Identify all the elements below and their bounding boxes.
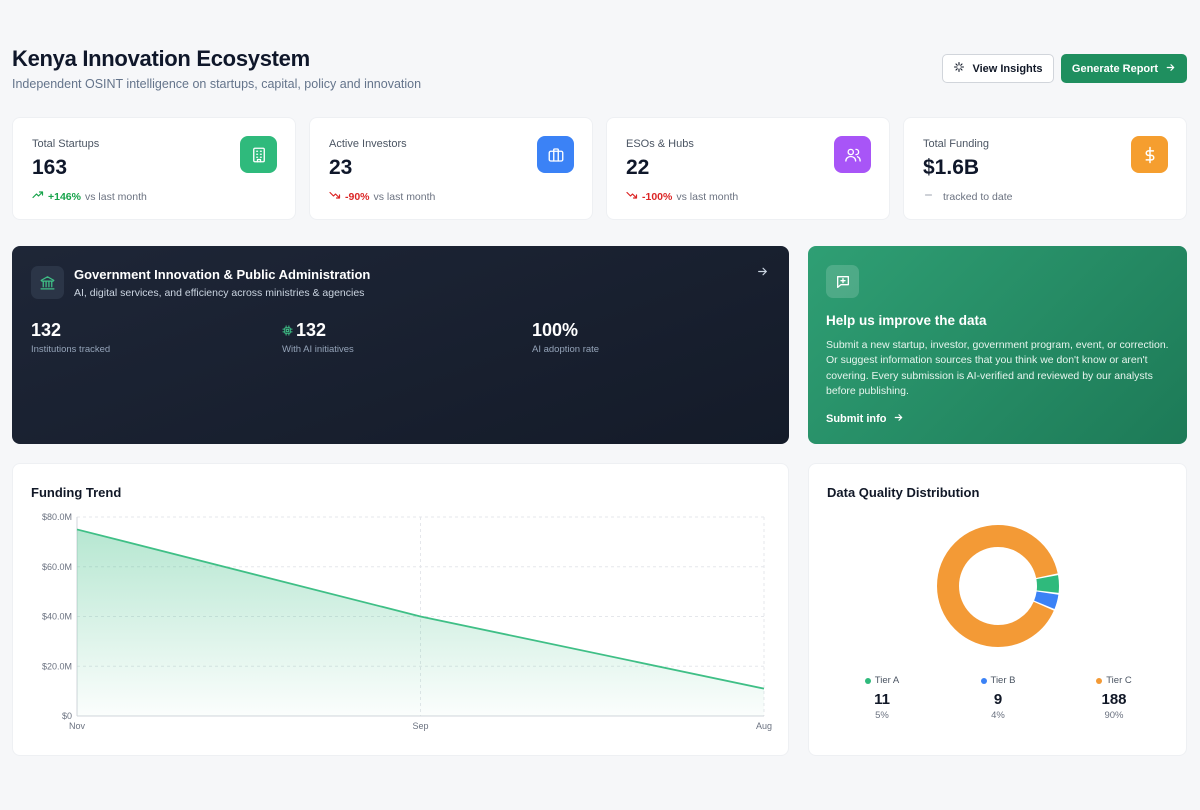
stat-value: $1.6B [923, 156, 980, 179]
legend-count: 188 [1101, 691, 1127, 708]
stat-card-total-funding: Total Funding $1.6B tracked to date [903, 117, 1187, 220]
stat-label: Total Funding [923, 138, 990, 150]
help-card-title: Help us improve the data [826, 313, 987, 328]
legend-pct: 90% [1104, 710, 1124, 721]
arrow-right-icon [1165, 62, 1176, 76]
cpu-icon [282, 320, 293, 341]
stat-card-esos-hubs: ESOs & Hubs 22 -100% vs last month [606, 117, 890, 220]
y-tick-label: $80.0M [42, 512, 72, 522]
stat-change-suffix: tracked to date [943, 190, 1013, 203]
legend-dot [864, 677, 871, 684]
gov-card-subtitle: AI, digital services, and efficiency acr… [74, 287, 365, 299]
gov-stat-ai-initiatives: 132 With AI initiatives [282, 320, 354, 355]
y-tick-label: $60.0M [42, 562, 72, 572]
legend-tier-a: Tier A 11 5% [842, 675, 922, 721]
legend-dot [980, 677, 987, 684]
trend-up-icon [32, 190, 44, 203]
donut-slice [937, 525, 1059, 647]
gov-card-title: Government Innovation & Public Administr… [74, 267, 371, 282]
y-tick-label: $40.0M [42, 612, 72, 622]
page-title: Kenya Innovation Ecosystem [12, 46, 310, 71]
legend-dot [1096, 677, 1103, 684]
gov-stat-value: 132 [31, 320, 62, 340]
submit-info-label: Submit info [826, 413, 887, 425]
building-icon [240, 136, 277, 173]
trend-down-icon [329, 190, 341, 203]
area-fill [77, 529, 764, 716]
legend-count: 9 [993, 691, 1003, 708]
users-icon [834, 136, 871, 173]
stat-change-suffix: vs last month [676, 190, 739, 203]
stat-change-suffix: vs last month [85, 190, 147, 203]
gov-stat-adoption-rate: 100% AI adoption rate [532, 320, 599, 355]
legend-pct: 4% [991, 710, 1005, 721]
stat-change: +146% vs last month [32, 190, 147, 203]
x-tick-label: Sep [412, 721, 428, 731]
legend-tier-c: Tier C 188 90% [1074, 675, 1154, 721]
message-plus-icon [826, 265, 859, 298]
stat-change: -90% vs last month [329, 190, 435, 203]
legend-name: Tier B [990, 675, 1016, 686]
data-quality-title: Data Quality Distribution [827, 485, 980, 500]
stat-card-total-startups: Total Startups 163 +146% vs last month [12, 117, 296, 220]
stat-value: 163 [32, 156, 68, 179]
stat-change-value: -100% [642, 190, 673, 203]
stat-value: 22 [626, 156, 650, 179]
dash-icon [923, 190, 935, 203]
legend-name: Tier A [874, 675, 900, 686]
briefcase-icon [537, 136, 574, 173]
donut-slice [937, 525, 1059, 647]
stat-change: -100% vs last month [626, 190, 738, 203]
stat-label: Active Investors [329, 138, 407, 150]
bank-icon [31, 266, 64, 299]
x-tick-label: Aug [756, 721, 772, 731]
gov-stat-value: 100% [532, 320, 579, 340]
gov-stat-label: AI adoption rate [532, 344, 600, 355]
gov-stat-label: Institutions tracked [31, 344, 111, 355]
view-insights-label: View Insights [972, 62, 1043, 75]
generate-report-label: Generate Report [1071, 62, 1159, 75]
stat-change-value: +146% [48, 190, 81, 203]
government-innovation-card[interactable]: Government Innovation & Public Administr… [12, 246, 789, 444]
arrow-right-icon [893, 412, 904, 426]
gov-stat-institutions: 132 Institutions tracked [31, 320, 110, 355]
page-subtitle: Independent OSINT intelligence on startu… [12, 77, 422, 91]
generate-report-button[interactable]: Generate Report [1061, 54, 1187, 83]
funding-trend-chart: $0 $20.0M $40.0M $60.0M $80.0M Nov Sep Aug [42, 512, 772, 731]
gov-stat-label: With AI initiatives [282, 344, 354, 355]
stat-card-active-investors: Active Investors 23 -90% vs last month [309, 117, 593, 220]
submit-info-link[interactable]: Submit info [826, 412, 904, 426]
stat-change: tracked to date [923, 190, 1012, 203]
stat-label: Total Startups [32, 138, 100, 150]
arrow-right-icon[interactable] [753, 262, 771, 280]
help-card-body: Submit a new startup, investor, governme… [826, 339, 1169, 397]
view-insights-button[interactable]: View Insights [942, 54, 1054, 83]
legend-pct: 5% [875, 710, 889, 721]
x-tick-label: Nov [69, 721, 86, 731]
stat-change-suffix: vs last month [373, 190, 436, 203]
sparkle-icon [953, 61, 965, 76]
legend-tier-b: Tier B 9 4% [958, 675, 1038, 721]
dollar-icon [1131, 136, 1168, 173]
funding-trend-title: Funding Trend [31, 485, 122, 500]
legend-count: 11 [874, 691, 890, 708]
data-quality-card: Data Quality Distribution Tier A 11 5% T… [808, 463, 1187, 756]
help-improve-data-card: Help us improve the data Submit a new st… [808, 246, 1187, 444]
stat-label: ESOs & Hubs [626, 138, 694, 150]
gov-stat-value: 132 [296, 320, 327, 340]
stat-value: 23 [329, 156, 353, 179]
y-tick-label: $20.0M [42, 661, 72, 671]
stat-change-value: -90% [345, 190, 370, 203]
funding-trend-card: Funding Trend $0 $20.0M $40.0M $60.0M $80.0M… [12, 463, 789, 756]
data-quality-donut [937, 525, 1059, 647]
y-tick-label: $0 [62, 711, 72, 721]
legend-name: Tier C [1106, 675, 1132, 686]
series-line [76, 528, 765, 690]
trend-down-icon [626, 190, 638, 203]
